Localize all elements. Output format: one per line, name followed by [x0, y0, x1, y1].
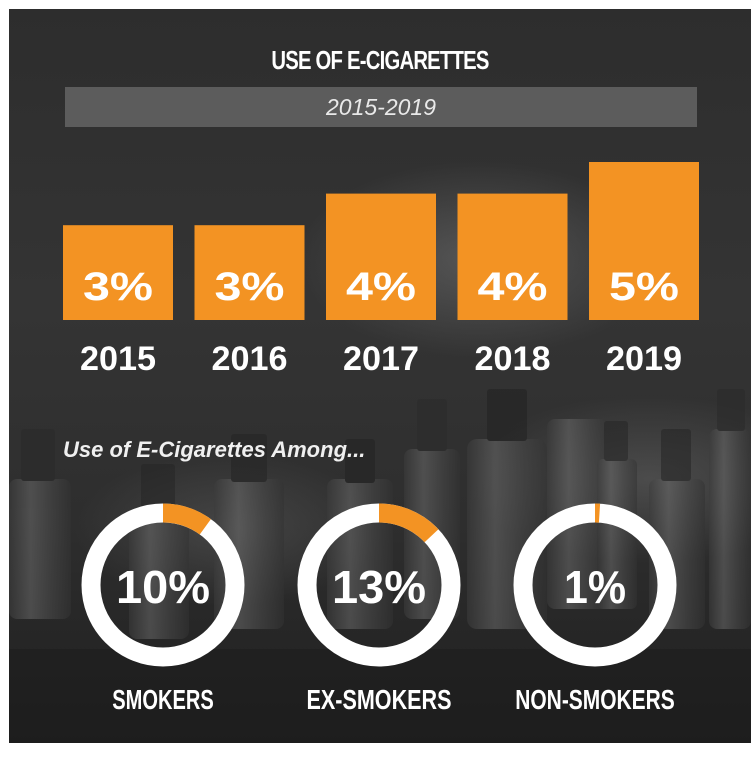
year-label: 2016: [212, 340, 288, 378]
donut-slice-non-smokers: [513, 503, 677, 667]
bar-2018: [457, 193, 568, 320]
year-label: 2018: [475, 340, 551, 378]
donut-value-label: 10%: [116, 561, 210, 613]
bar-2016: [194, 225, 305, 320]
donut-value-label: 13%: [332, 561, 426, 613]
bar-value-label: 3%: [83, 265, 153, 309]
donut-slice-smokers: [81, 503, 245, 667]
subtitle: 2015-2019: [326, 94, 436, 120]
yearly-bar-chart: 3% 2015 3% 2016 4% 2017 4% 2018 5% 2019: [63, 162, 699, 378]
donut-category-label: SMOKERS: [112, 684, 214, 715]
donut-slice-ex-smokers: [297, 503, 461, 667]
year-label: 2015: [80, 340, 156, 378]
bar-value-label: 3%: [215, 265, 285, 309]
infographic-title: USE OF E-CIGARETTES: [271, 45, 489, 75]
bar-2019: [589, 162, 699, 320]
year-label: 2017: [343, 340, 419, 378]
infographic-panel: USE OF E-CIGARETTES 2015-2019 3% 2015 3% 20…: [9, 9, 751, 743]
section-heading: Use of E-Cigarettes Among...: [63, 437, 366, 462]
year-label: 2019: [606, 340, 682, 378]
donut-value-label: 1%: [564, 561, 626, 613]
donut-category-label: EX-SMOKERS: [307, 684, 452, 715]
donut-charts: 10% SMOKERS 13% EX-SMOKERS 1% NON-SMOKERS: [81, 503, 677, 715]
bar-value-label: 4%: [478, 265, 548, 309]
subtitle-bar: 2015-2019: [65, 87, 697, 127]
bar-2015: [63, 225, 173, 320]
bar-value-label: 4%: [346, 265, 416, 309]
bar-value-label: 5%: [609, 265, 679, 309]
bar-2017: [326, 193, 436, 320]
donut-category-label: NON-SMOKERS: [515, 684, 675, 715]
